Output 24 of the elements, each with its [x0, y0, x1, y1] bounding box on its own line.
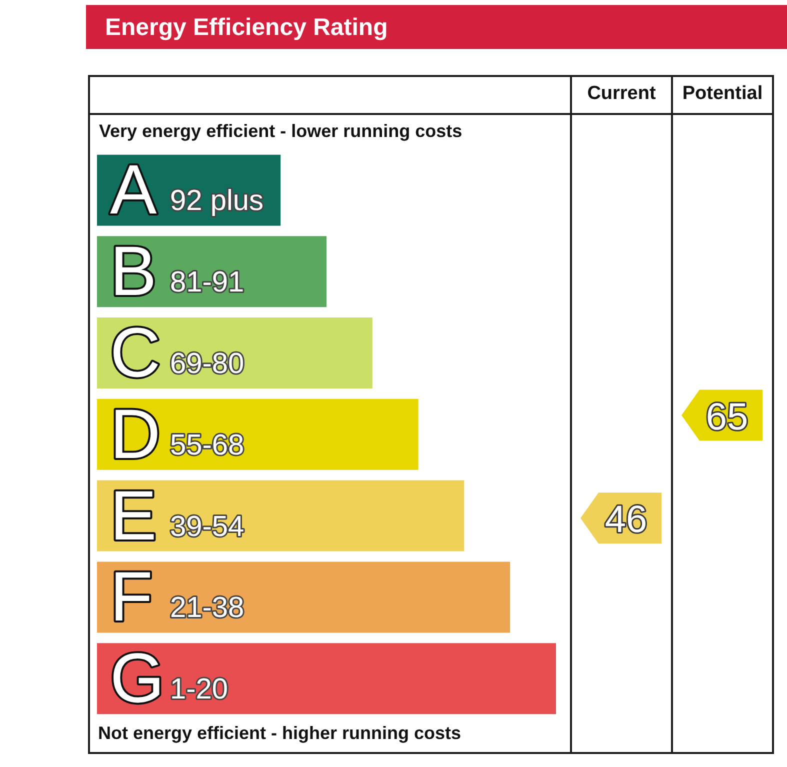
text: Current — [586, 82, 657, 106]
text: 65 — [706, 396, 748, 438]
annotation: 92 plus — [170, 185, 264, 218]
y-tick-label: G — [110, 639, 164, 718]
text: 46 — [604, 499, 648, 542]
y-tick-label: F — [110, 558, 153, 636]
annotation: 81-91 — [170, 266, 244, 299]
y-tick-label: A — [110, 150, 157, 229]
text: Very energy efficient - lower running costs — [99, 120, 462, 142]
y-tick-label: D — [110, 394, 161, 473]
annotation: 55-68 — [170, 429, 244, 462]
y-tick-label: B — [110, 232, 157, 310]
annotation: 1-20 — [170, 674, 228, 706]
chart-title: Energy Efficiency Rating — [105, 13, 388, 43]
y-tick-label: E — [110, 476, 157, 554]
text: Not energy efficient - higher running costs — [98, 722, 462, 744]
bar — [97, 480, 464, 552]
annotation: 39-54 — [170, 510, 244, 543]
bar — [97, 562, 510, 633]
annotation: 69-80 — [170, 348, 244, 380]
annotation: 21-38 — [170, 592, 244, 624]
y-tick-label: C — [110, 313, 161, 392]
text: Potential — [681, 82, 764, 106]
bar — [97, 643, 556, 714]
